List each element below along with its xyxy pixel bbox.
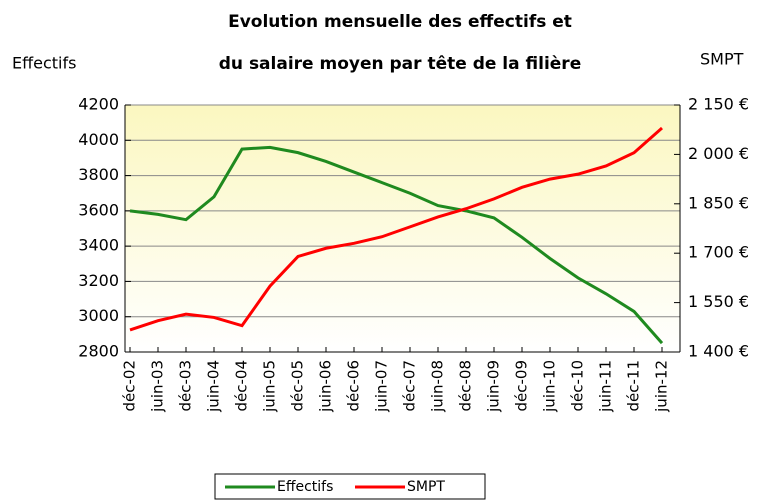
x-tick-label: déc-10: [569, 360, 587, 412]
x-tick-label: déc-07: [401, 360, 419, 412]
x-tick-label: juin-09: [485, 360, 503, 413]
x-tick-label: juin-06: [317, 360, 335, 413]
x-tick-label: déc-02: [121, 360, 139, 412]
chart-title: du salaire moyen par tête de la filière: [219, 54, 581, 74]
y-tick-label: 4000: [78, 130, 119, 149]
y-tick-label: 3200: [78, 271, 119, 290]
y2-axis-label: SMPT: [700, 50, 744, 69]
x-tick-label: juin-12: [653, 360, 671, 413]
legend: Effectifs SMPT: [214, 473, 486, 500]
y-tick-label: 3600: [78, 200, 119, 219]
chart-title: Evolution mensuelle des effectifs et: [228, 12, 572, 32]
x-tick-label: déc-11: [625, 360, 643, 412]
y-axis-label: Effectifs: [12, 54, 76, 73]
y-tick-label: 2800: [78, 342, 119, 361]
x-tick-label: juin-08: [429, 360, 447, 413]
y2-tick-label: 1 850 €: [688, 193, 749, 212]
x-tick-label: juin-04: [205, 360, 223, 413]
x-tick-label: déc-03: [177, 360, 195, 412]
y2-tick-label: 2 000 €: [688, 144, 749, 163]
y-tick-label: 4200: [78, 95, 119, 114]
x-tick-label: juin-10: [541, 360, 559, 413]
y2-tick-label: 1 700 €: [688, 243, 749, 262]
x-tick-label: déc-04: [233, 360, 251, 412]
x-tick-label: juin-11: [597, 360, 615, 413]
legend-label: SMPT: [407, 479, 445, 495]
x-tick-label: déc-05: [289, 360, 307, 412]
series-line: [129, 126, 663, 332]
y2-tick-label: 1 550 €: [688, 292, 749, 311]
y-tick-label: 3400: [78, 236, 119, 255]
y2-tick-label: 1 400 €: [688, 342, 749, 361]
y2-tick-label: 2 150 €: [688, 95, 749, 114]
series-line: [129, 145, 664, 345]
x-tick-label: juin-05: [261, 360, 279, 413]
x-tick-label: déc-08: [457, 360, 475, 412]
y-tick-label: 3000: [78, 306, 119, 325]
x-tick-label: déc-09: [513, 360, 531, 412]
x-tick-label: déc-06: [345, 360, 363, 412]
x-tick-label: juin-03: [149, 360, 167, 413]
legend-label: Effectifs: [277, 479, 333, 495]
x-tick-label: juin-07: [373, 360, 391, 413]
y-tick-label: 3800: [78, 165, 119, 184]
